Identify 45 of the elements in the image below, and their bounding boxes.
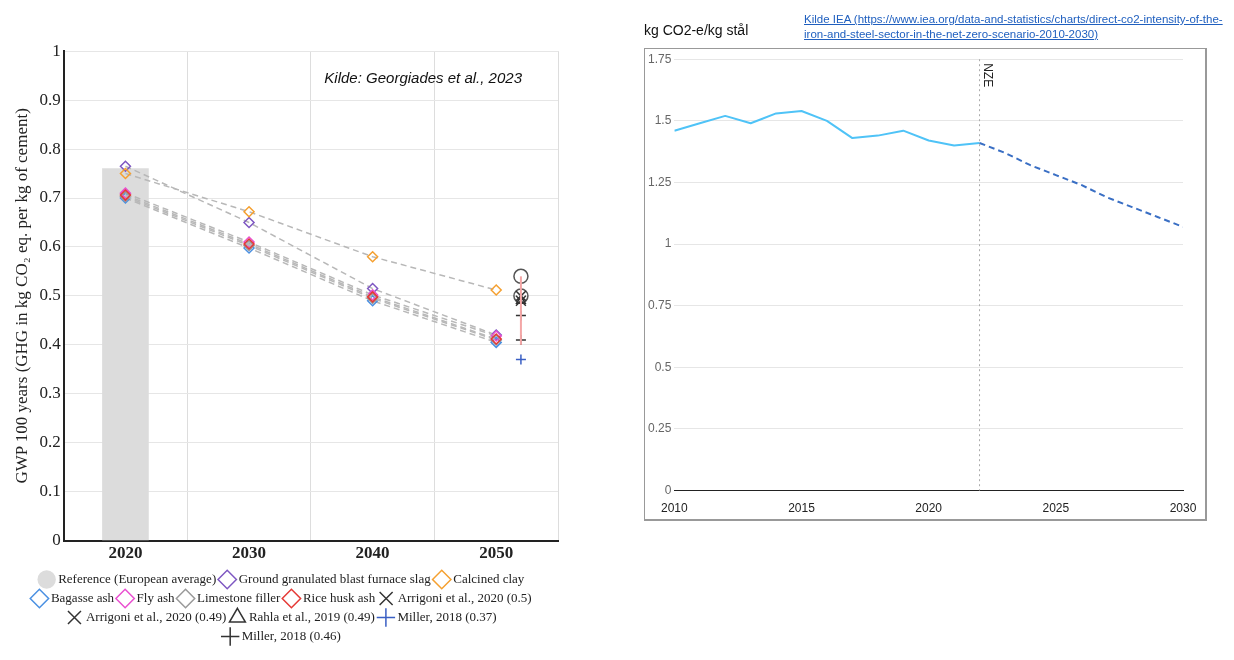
- x-tick-label: 2030: [1169, 501, 1197, 516]
- legend-label: Ground granulated blast furnace slag: [238, 570, 432, 586]
- legend-label: Fly ash: [136, 589, 176, 605]
- x-tick-label: 2025: [1042, 501, 1070, 516]
- y-tick-label: 0: [664, 482, 672, 497]
- legend-label: Bagasse ash: [50, 589, 115, 605]
- legend-label: Arrigoni et al., 2020 (0.49): [85, 608, 227, 624]
- y-tick-label: 1.25: [648, 174, 672, 189]
- x-tick-label: 2010: [661, 501, 689, 516]
- y-tick-label: 0.7: [39, 187, 62, 207]
- text: Kilde IEA (https://www.iea.org/data-and-statistics/charts/direct-co2-intensity-of-the-iron-and-steel-sector-in-the-net-zero-scenario-2010-2030): [804, 12, 1224, 42]
- x-tick-label: 2040: [355, 543, 390, 563]
- y-tick-label: 1: [52, 40, 61, 60]
- y-tick-label: 0.9: [39, 89, 61, 109]
- x-tick-label: 2030: [232, 543, 267, 563]
- y-tick-label: 0.25: [648, 421, 672, 436]
- y-tick-label: 0.75: [648, 298, 672, 313]
- legend-label: Arrigoni et al., 2020 (0.5): [397, 589, 532, 605]
- y-axis-title: kg CO2-e/kg stål: [644, 22, 749, 38]
- x-tick-label: 2015: [788, 501, 816, 516]
- legend-label: Rahla et al., 2019 (0.49): [248, 608, 375, 624]
- legend-label: Rice husk ash: [302, 589, 376, 605]
- y-tick-label: 0.8: [39, 138, 61, 158]
- y-tick-label: 0.5: [654, 359, 672, 374]
- y-tick-label: 1.75: [648, 51, 672, 66]
- y-tick-label: 1.5: [654, 113, 672, 128]
- legend-label: Miller, 2018 (0.46): [241, 627, 341, 643]
- y-tick-label: 0.4: [39, 334, 62, 354]
- y-tick-label: 0.5: [39, 285, 61, 305]
- y-tick-label: 1: [664, 236, 672, 251]
- legend-label: Miller, 2018 (0.37): [397, 608, 497, 624]
- legend-label: Calcined clay: [453, 570, 525, 586]
- y-tick-label: 0.6: [39, 236, 61, 256]
- y-tick-label: 0.1: [39, 481, 61, 501]
- x-tick-label: 2020: [915, 501, 943, 516]
- x-tick-label: 2050: [479, 543, 514, 563]
- y-tick-label: 0: [52, 530, 61, 550]
- y-axis-title: GWP 100 years (GHG in kg CO₂ eq. per kg of cement): [11, 108, 31, 484]
- legend-label: Limestone filler: [197, 589, 282, 605]
- legend-label: Reference (European average): [58, 570, 217, 586]
- ref-line-label: NZE: [981, 63, 996, 88]
- annotation: Kilde: Georgiades et al., 2023: [324, 68, 523, 86]
- y-tick-label: 0.3: [39, 383, 61, 403]
- x-tick-label: 2020: [108, 543, 143, 563]
- y-tick-label: 0.2: [39, 432, 61, 452]
